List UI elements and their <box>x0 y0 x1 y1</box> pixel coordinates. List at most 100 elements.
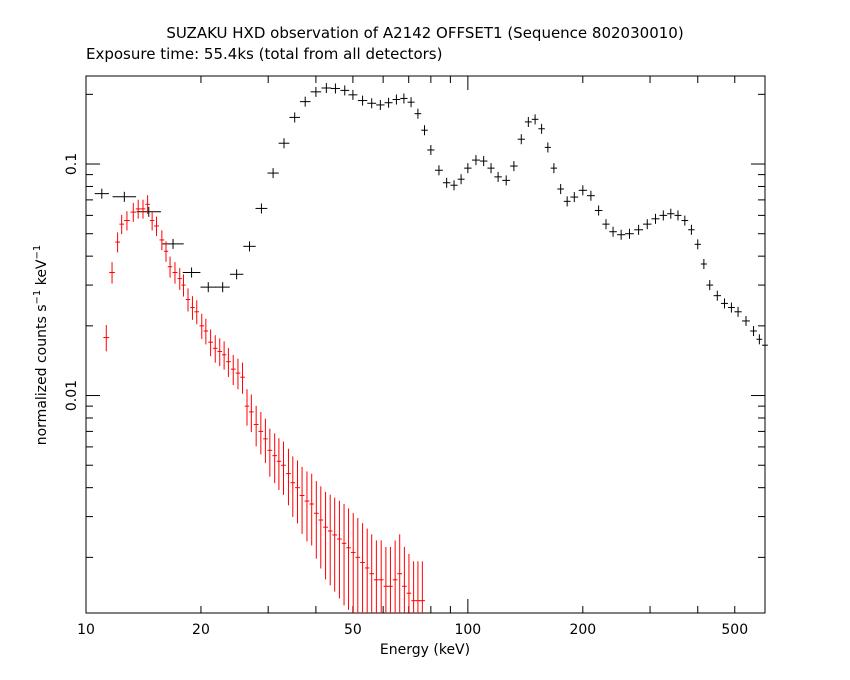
data-point <box>217 338 222 367</box>
data-point <box>383 546 389 613</box>
data-point <box>286 448 291 506</box>
data-point <box>340 85 350 96</box>
data-point <box>402 546 407 613</box>
data-point <box>384 97 393 108</box>
data-point <box>355 518 361 613</box>
data-point <box>392 94 401 105</box>
data-point <box>337 500 342 599</box>
data-point <box>290 456 296 517</box>
data-point <box>149 211 155 231</box>
data-point <box>531 114 539 125</box>
data-point <box>154 216 159 236</box>
data-point <box>253 405 259 447</box>
data-point <box>240 362 245 394</box>
data-point <box>212 335 218 363</box>
data-point <box>517 134 525 145</box>
x-tick-label: 200 <box>569 622 596 638</box>
data-point <box>215 282 230 293</box>
x-tick-label: 100 <box>454 622 481 638</box>
data-point <box>341 503 347 606</box>
data-point <box>194 300 200 325</box>
data-point <box>544 142 551 153</box>
y-axis-ticks: 0.01 0.1 <box>64 93 765 558</box>
data-point <box>272 433 277 484</box>
data-point <box>750 326 757 337</box>
data-point <box>332 497 338 592</box>
data-point <box>756 334 763 345</box>
series-red <box>103 195 425 613</box>
data-point <box>229 269 244 280</box>
data-point <box>411 561 416 613</box>
data-series-layer <box>94 83 768 613</box>
data-point <box>400 93 408 104</box>
data-point <box>713 290 721 301</box>
data-point <box>659 210 668 221</box>
data-point <box>203 318 209 345</box>
data-point <box>550 163 558 174</box>
data-point <box>578 185 587 196</box>
data-point <box>181 274 186 297</box>
data-point <box>625 228 634 239</box>
data-point <box>350 513 356 613</box>
data-point <box>318 486 324 569</box>
data-point <box>200 282 217 293</box>
data-point <box>289 112 301 123</box>
y-axis-label: normalized counts s−1 keV−1 <box>32 245 50 446</box>
data-point <box>135 199 141 219</box>
data-point <box>103 325 110 352</box>
data-point <box>124 211 130 231</box>
data-point <box>112 191 137 202</box>
data-point <box>464 163 472 174</box>
data-point <box>594 205 603 216</box>
data-point <box>406 553 412 613</box>
x-tick-label: 10 <box>77 622 95 638</box>
data-point <box>177 268 182 290</box>
data-point <box>327 494 333 586</box>
data-point <box>310 86 322 97</box>
data-point <box>450 180 458 191</box>
data-point <box>397 534 403 613</box>
data-point <box>524 116 532 127</box>
data-point <box>421 125 428 136</box>
data-point <box>172 262 178 284</box>
data-point <box>230 354 236 386</box>
data-point <box>457 174 465 185</box>
data-point <box>609 226 617 237</box>
data-point <box>369 534 374 613</box>
data-point <box>674 210 682 221</box>
data-point <box>373 540 379 613</box>
y-tick-label: 0.01 <box>64 380 80 411</box>
data-point <box>392 540 398 613</box>
data-point <box>348 89 358 100</box>
chart-title: SUZAKU HXD observation of A2142 OFFSET1 … <box>166 24 683 42</box>
data-point <box>314 481 319 559</box>
data-point <box>367 98 377 109</box>
data-point <box>276 438 282 490</box>
data-point <box>602 219 610 230</box>
data-point <box>479 156 488 167</box>
data-point <box>94 188 109 199</box>
data-point <box>586 190 595 201</box>
y-tick-label: 0.1 <box>64 153 80 175</box>
data-point <box>617 229 626 240</box>
data-point <box>720 298 729 309</box>
data-point <box>700 259 707 270</box>
data-point <box>407 97 415 108</box>
x-axis-label: Energy (keV) <box>380 642 470 658</box>
data-point <box>140 199 146 219</box>
data-point <box>688 224 695 235</box>
data-point <box>434 165 443 176</box>
data-point <box>643 219 652 230</box>
data-point <box>762 340 768 351</box>
data-point <box>419 561 425 613</box>
chart-subtitle: Exposure time: 55.4ks (total from all de… <box>86 45 442 63</box>
data-point <box>502 175 511 186</box>
data-point <box>295 460 300 524</box>
data-point <box>360 523 365 613</box>
data-point <box>494 171 502 182</box>
data-point <box>330 83 341 94</box>
data-point <box>442 177 451 188</box>
x-tick-label: 20 <box>192 622 210 638</box>
data-point <box>190 296 195 320</box>
x-axis-ticks: 10 20 50 100 200 500 <box>77 76 766 638</box>
